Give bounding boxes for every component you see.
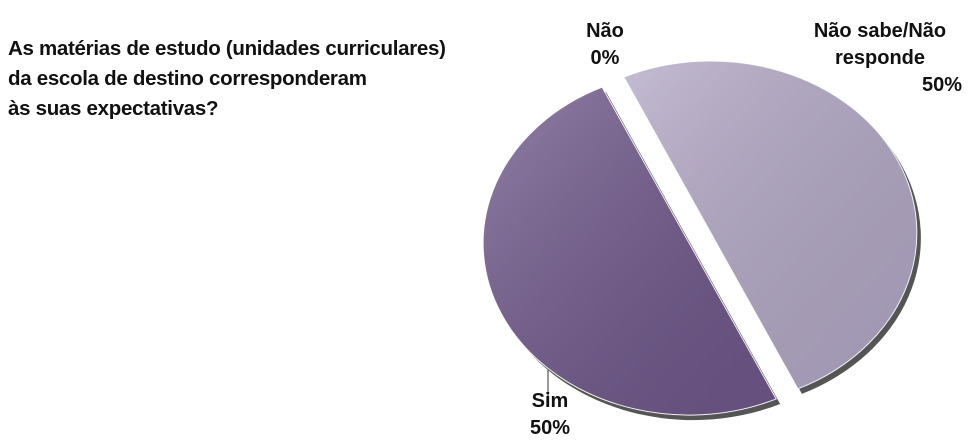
- value-label: 0%: [590, 47, 620, 69]
- slice-shade: [483, 87, 777, 416]
- slice-shade: [623, 60, 917, 389]
- chart-title: As matérias de estudo (unidades curricul…: [8, 37, 446, 120]
- category-label: Sim: [531, 390, 569, 412]
- slice-label: Não 0%: [570, 18, 640, 72]
- slice-label: Não sabe/Não responde 50%: [790, 18, 970, 99]
- category-label: Não: [586, 20, 624, 42]
- slice-label: Sim 50%: [505, 388, 595, 442]
- value-label: 50%: [921, 74, 962, 96]
- category-label: Não sabe/Não responde: [813, 20, 947, 69]
- value-label: 50%: [529, 417, 571, 439]
